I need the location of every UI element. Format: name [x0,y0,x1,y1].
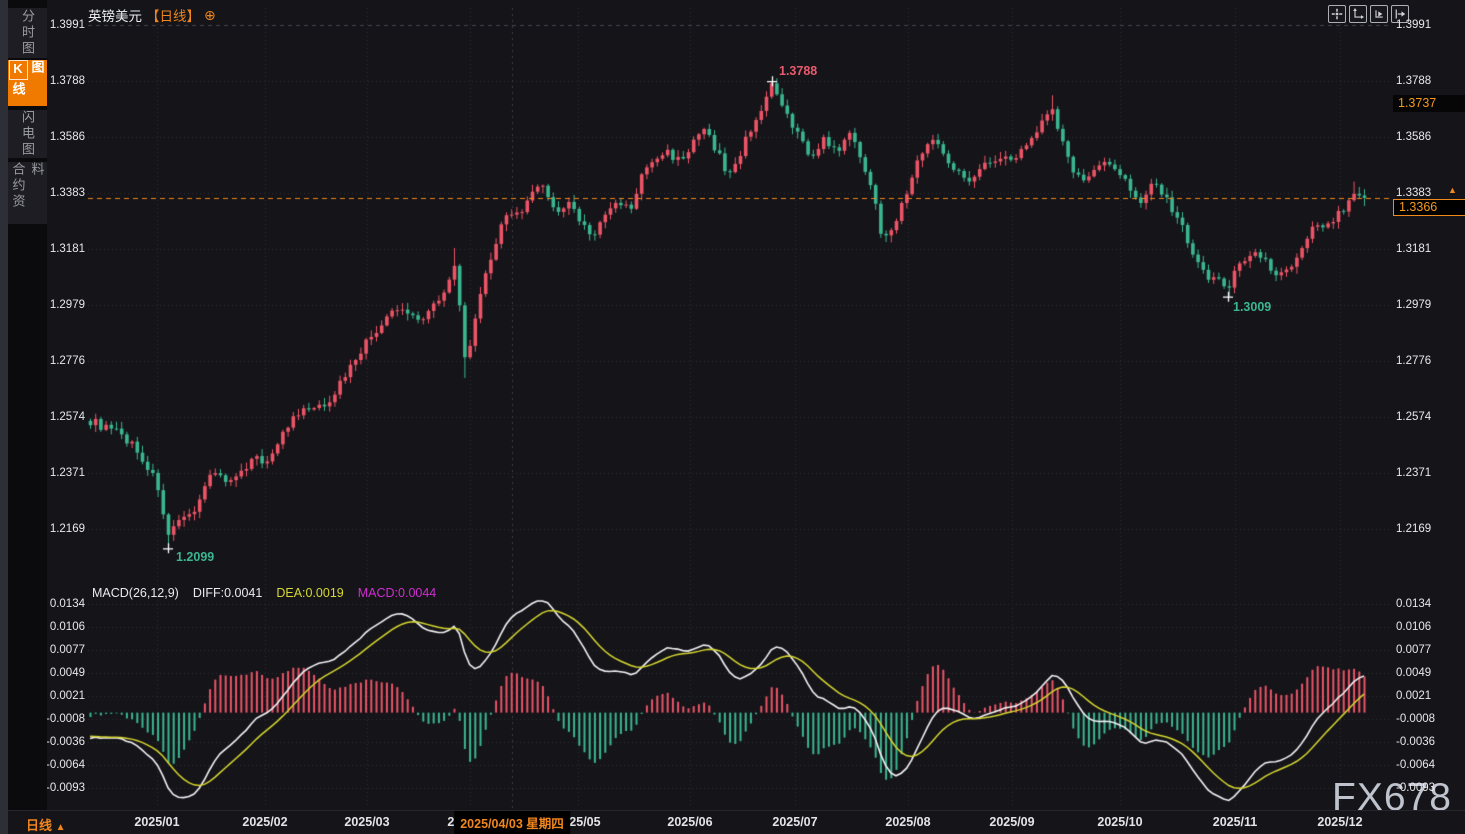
macd-axis-label-right: -0.0064 [1396,759,1436,771]
price-axis-label-right: 1.2979 [1396,299,1432,311]
annotation-low-january: 1.2099 [176,550,215,564]
period-selector-arrow-icon: ▲ [55,822,66,833]
go-to-latest-icon[interactable] [1391,5,1409,23]
price-axis-label-right: 1.3788 [1396,75,1432,87]
autoscale-play-icon[interactable] [1370,5,1388,23]
price-axis-label-right: 1.2574 [1396,411,1432,423]
macd-axis-label-right: -0.0093 [1396,782,1436,794]
macd-axis-label-right: 0.0021 [1396,690,1432,702]
macd-macd-value: MACD:0.0044 [357,586,437,600]
price-axis-label-left: 1.2979 [49,299,85,311]
sidebar-tab-4[interactable]: 合约资料 [8,162,47,224]
time-axis-bar [8,810,1465,834]
price-axis-label-left: 1.3586 [49,131,85,143]
price-axis-label-left: 1.3788 [49,75,85,87]
sidebar-tab-3[interactable]: 闪电图 [8,110,47,158]
price-axis-label-right: 1.3991 [1396,19,1432,31]
macd-axis-label-left: -0.0064 [45,759,85,771]
chart-settings-icon[interactable]: ⊕ [204,7,216,23]
macd-axis-label-left: -0.0036 [45,736,85,748]
macd-axis-label-left: 0.0021 [49,690,85,702]
macd-axis-label-left: 0.0077 [49,644,85,656]
time-axis-label: 2025/08 [885,815,931,829]
time-axis-label: 2025/06 [667,815,713,829]
macd-axis-label-left: -0.0008 [45,713,85,725]
price-axis-label-right: 1.2371 [1396,467,1432,479]
annotation-high: 1.3788 [779,64,818,78]
symbol-title: 英镑美元 [88,9,142,24]
price-axis-label-right: 1.2169 [1396,523,1432,535]
time-axis-label: 2025/12 [1317,815,1363,829]
crosshair-date-tooltip: 2025/04/03 星期四 [454,811,570,834]
macd-axis-label-right: 0.0134 [1396,598,1432,610]
chart-toolbar [1328,5,1409,23]
price-axis-label-left: 1.3181 [49,243,85,255]
macd-axis-label-left: -0.0093 [45,782,85,794]
sidebar: 分时图 K线图闪电图合约资料 [8,0,47,810]
sidebar-tab-1[interactable]: 分时图 [8,8,47,58]
macd-axis-label-right: 0.0077 [1396,644,1432,656]
macd-axis-label-right: 0.0049 [1396,667,1432,679]
sidebar-tab-2[interactable]: K线图 [8,60,47,106]
price-axis-label-left: 1.2574 [49,411,85,423]
price-axis-label-left: 1.3383 [49,187,85,199]
macd-name-label: MACD(26,12,9) [92,586,179,600]
macd-axis-label-right: -0.0036 [1396,736,1436,748]
price-axis-label-left: 1.2169 [49,523,85,535]
period-high-price-badge: 1.3737 [1393,95,1465,112]
macd-dea-value: DEA:0.0019 [276,586,344,600]
macd-axis-label-left: 0.0049 [49,667,85,679]
time-axis-label: 2025/10 [1097,815,1143,829]
price-axis-label-left: 1.2776 [49,355,85,367]
price-axis-label-right: 1.3181 [1396,243,1432,255]
macd-axis-label-left: 0.0134 [49,598,85,610]
macd-indicator-header: MACD(26,12,9) DIFF:0.0041 DEA:0.0019 MAC… [92,586,436,600]
price-up-arrow-icon: ▲ [1448,185,1457,195]
current-price-badge: 1.3366 [1393,199,1465,216]
macd-axis-label-right: 0.0106 [1396,621,1432,633]
price-axis-label-right: 1.3383 [1396,187,1432,199]
chart-header: 英镑美元 【日线】 ⊕ [88,6,216,24]
time-axis-label: 2025/03 [344,815,390,829]
left-rail [0,0,8,834]
price-axis-label-right: 1.3586 [1396,131,1432,143]
macd-axis-label-left: 0.0106 [49,621,85,633]
time-axis-label: 2025/09 [989,815,1035,829]
pan-icon[interactable] [1328,5,1346,23]
macd-diff-value: DIFF:0.0041 [192,586,263,600]
price-axis-label-left: 1.2371 [49,467,85,479]
auto-fit-axes-icon[interactable] [1349,5,1367,23]
price-axis-label-right: 1.2776 [1396,355,1432,367]
time-axis-label: 2025/01 [134,815,180,829]
time-axis-label: 2025/02 [242,815,288,829]
period-selector-label: 日线 [26,818,53,833]
annotation-low-november: 1.3009 [1233,300,1272,314]
time-axis-label: 2025/07 [772,815,818,829]
macd-axis-label-right: -0.0008 [1396,713,1436,725]
price-axis-label-left: 1.3991 [49,19,85,31]
time-axis-label: 2025/11 [1212,815,1258,829]
period-selector[interactable]: 日线 ▲ [26,815,66,834]
period-tag: 【日线】 [146,9,200,24]
